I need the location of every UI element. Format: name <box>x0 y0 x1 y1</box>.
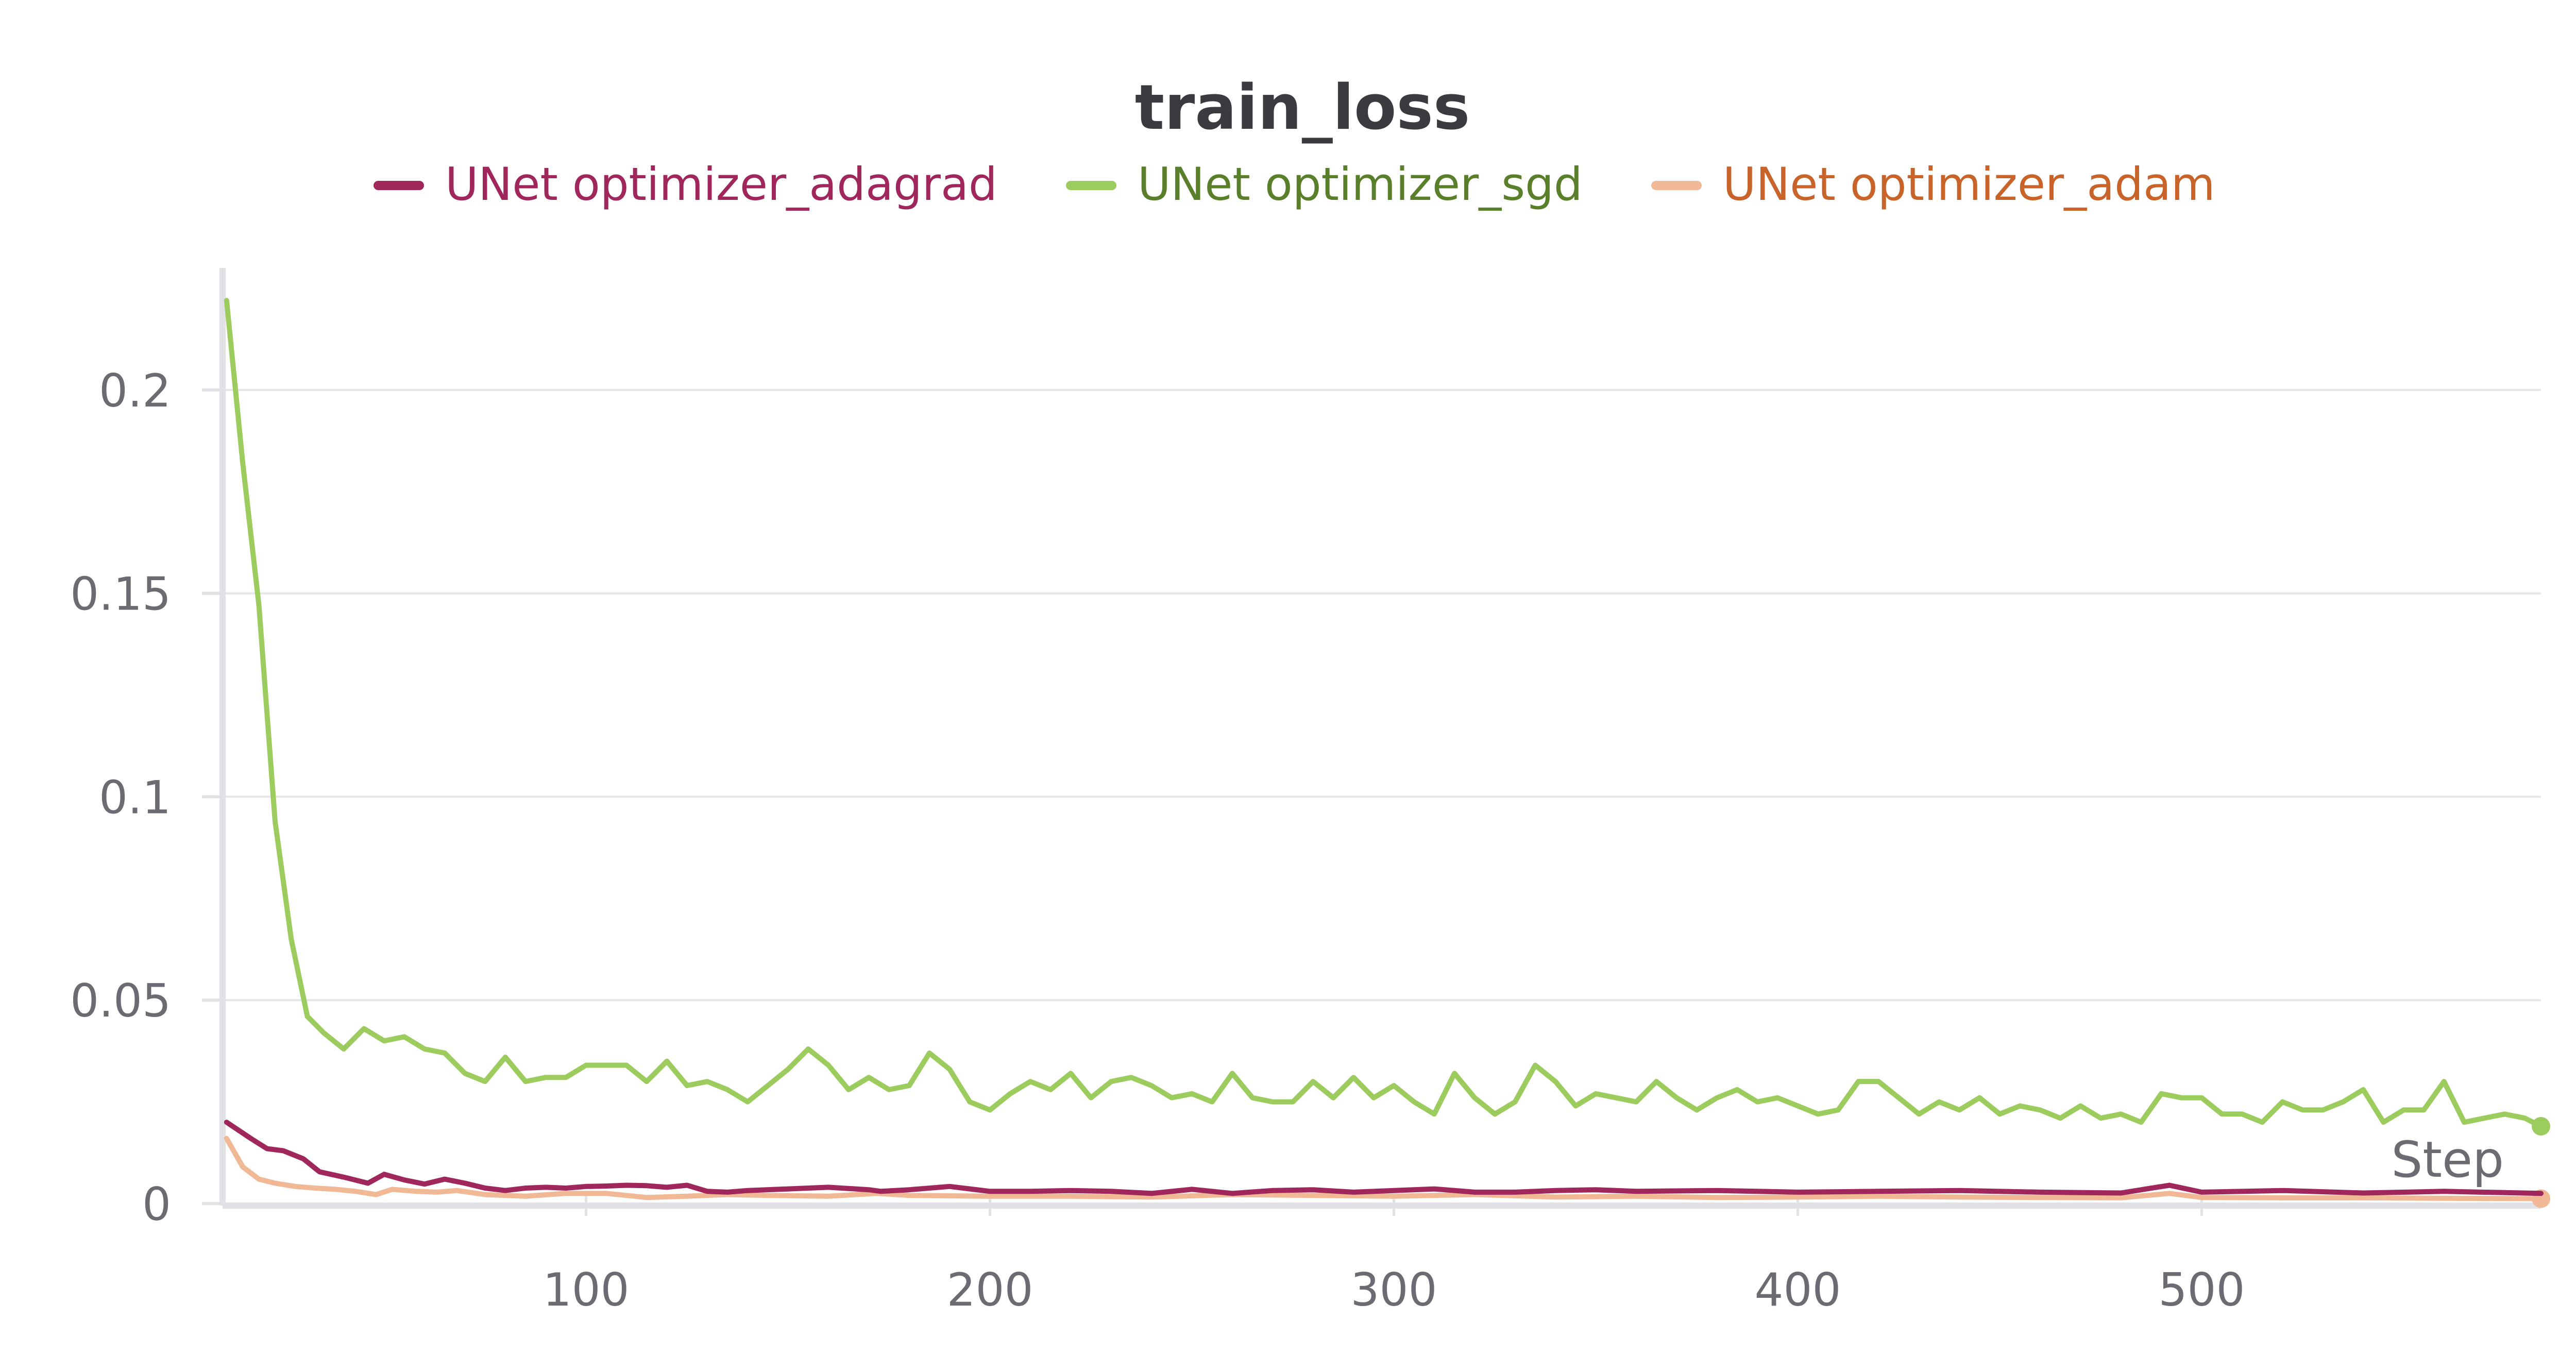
series-end-marker <box>2532 1116 2550 1136</box>
legend-label: UNet optimizer_adagrad <box>445 158 997 211</box>
series-group <box>224 298 2550 1208</box>
x-axis-label: Step <box>2391 1131 2504 1189</box>
legend: UNet optimizer_adagrad UNet optimizer_sgd… <box>374 158 2215 211</box>
y-tick-label: 0 <box>142 1178 171 1231</box>
x-tick-label: 400 <box>1755 1263 1841 1316</box>
y-tick-label: 0.1 <box>99 771 171 824</box>
legend-item[interactable]: UNet optimizer_adam <box>1651 158 2215 211</box>
y-tick-label: 0.2 <box>99 364 171 417</box>
series-line-unet-optimizer_sgd <box>224 298 2544 1129</box>
x-tick-label: 500 <box>2158 1263 2245 1316</box>
y-tick-label: 0.05 <box>70 974 171 1027</box>
legend-item[interactable]: UNet optimizer_adagrad <box>374 158 997 211</box>
x-tick-label: 100 <box>543 1263 630 1316</box>
grid-lines <box>223 388 2541 1002</box>
chart-title: train_loss <box>1135 72 1470 144</box>
legend-item[interactable]: UNet optimizer_sgd <box>1066 158 1583 211</box>
axes: 0 0.05 0.1 0.15 0.2 100 200 300 400 500 <box>70 268 2541 1316</box>
x-tick-label: 200 <box>947 1263 1033 1316</box>
y-tick-label: 0.15 <box>70 568 171 621</box>
series-line-unet-optimizer_adagrad <box>224 1120 2544 1196</box>
legend-label: UNet optimizer_sgd <box>1138 158 1583 211</box>
x-tick-label: 300 <box>1351 1263 1437 1316</box>
legend-label: UNet optimizer_adam <box>1723 158 2215 211</box>
